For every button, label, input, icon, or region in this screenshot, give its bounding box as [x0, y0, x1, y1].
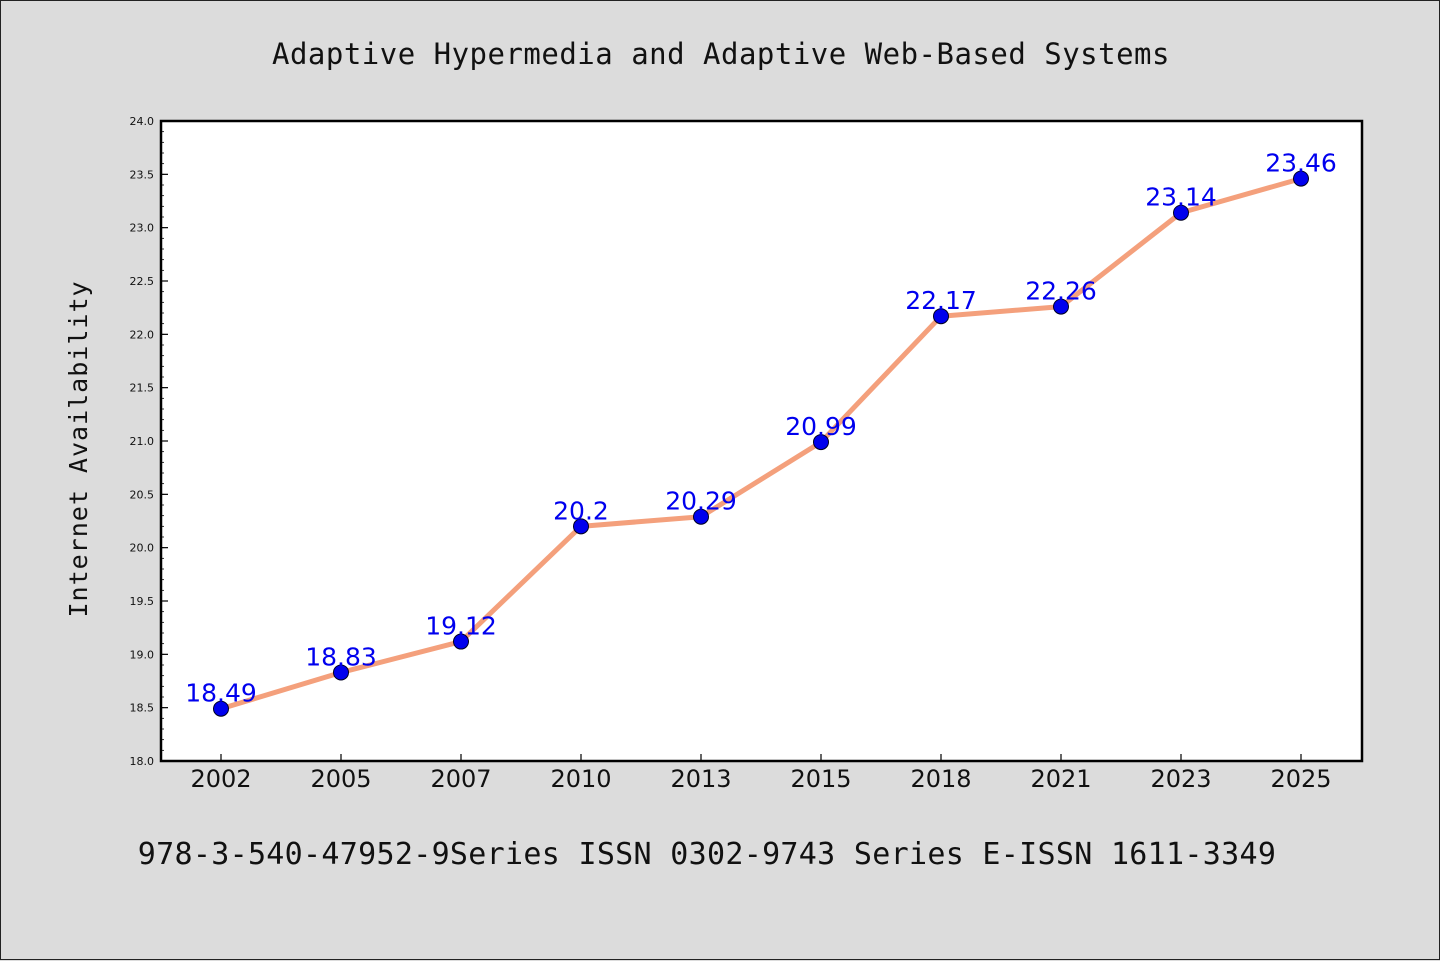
x-tick-label: 2013	[670, 765, 731, 793]
y-axis-ticks: 18.0 18.5 19.0 19.5 20.0 20.5 21.0 21.5 22.0 22.5…	[130, 115, 168, 768]
y-tick-label: 20.5	[130, 488, 155, 501]
data-label: 22.17	[905, 286, 977, 315]
data-point	[1173, 204, 1189, 221]
data-labels: 18.49 18.83 19.12 20.2 20.29 20.99 22.17 22.26 2…	[185, 149, 1337, 708]
data-label: 20.2	[553, 496, 609, 525]
data-point	[1293, 170, 1309, 187]
data-label: 23.14	[1145, 183, 1217, 212]
series-markers	[213, 170, 1309, 717]
y-tick-label: 21.5	[130, 382, 155, 395]
series-line	[218, 176, 1304, 712]
x-tick-label: 2005	[310, 765, 371, 793]
x-tick-label: 2018	[910, 765, 971, 793]
data-point	[693, 508, 709, 525]
data-label: 20.99	[785, 412, 857, 441]
y-tick-label: 19.5	[130, 595, 155, 608]
x-tick-label: 2002	[190, 765, 251, 793]
x-axis-ticks: 2002 2005 2007 2010 2013 2015 2018 2021 2023 2025	[190, 754, 1332, 793]
data-label: 20.29	[665, 487, 737, 516]
data-point	[1053, 298, 1069, 315]
x-tick-label: 2021	[1030, 765, 1091, 793]
y-tick-label: 18.0	[130, 755, 155, 768]
data-label: 23.46	[1265, 149, 1337, 178]
data-point	[453, 633, 469, 650]
x-tick-label: 2007	[430, 765, 491, 793]
y-tick-label: 18.5	[130, 702, 155, 715]
x-tick-label: 2015	[790, 765, 851, 793]
y-axis-label: Internet Availability	[64, 280, 93, 617]
data-point	[333, 664, 349, 681]
data-point	[573, 518, 589, 535]
x-tick-label: 2010	[550, 765, 611, 793]
y-tick-label: 23.0	[130, 222, 155, 235]
data-label: 18.49	[185, 679, 257, 708]
x-tick-label: 2023	[1150, 765, 1211, 793]
y-tick-label: 21.0	[130, 435, 155, 448]
data-point	[213, 700, 229, 717]
series-line-group	[218, 176, 1304, 712]
data-point	[933, 308, 949, 325]
data-label: 22.26	[1025, 277, 1097, 306]
y-tick-label: 22.0	[130, 328, 155, 341]
chart-title: Adaptive Hypermedia and Adaptive Web-Bas…	[272, 37, 1170, 71]
y-tick-label: 20.0	[130, 542, 155, 555]
footer-note: 978-3-540-47952-9Series ISSN 0302-9743 S…	[138, 837, 1276, 872]
y-tick-label: 22.5	[130, 275, 155, 288]
data-label: 19.12	[425, 612, 497, 641]
data-label: 18.83	[305, 642, 377, 671]
y-tick-label: 19.0	[130, 648, 155, 661]
x-tick-label: 2025	[1270, 765, 1331, 793]
data-point	[813, 434, 829, 451]
y-tick-label: 23.5	[130, 168, 155, 181]
y-tick-label: 24.0	[130, 115, 155, 128]
